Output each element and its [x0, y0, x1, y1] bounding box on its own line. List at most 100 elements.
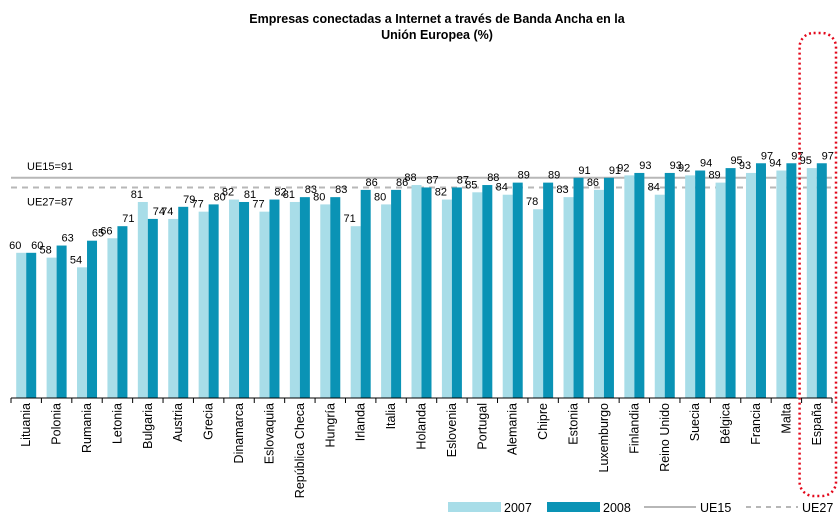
category-label-3: Rumania: [80, 403, 94, 453]
value-label-2007-2: 58: [39, 245, 51, 257]
value-label-2008-2: 63: [61, 233, 73, 245]
category-label-6: Austria: [171, 403, 185, 442]
value-label-2007-6: 74: [161, 206, 173, 218]
bar-2008-19: [573, 177, 584, 398]
bar-2008-21: [634, 172, 645, 398]
bar-2007-4: [107, 238, 118, 398]
value-label-2008-6: 79: [183, 194, 195, 206]
bar-2008-10: [299, 197, 310, 398]
value-label-2007-21: 92: [617, 162, 629, 174]
legend-label-2008: 2008: [603, 501, 631, 515]
value-label-2008-10: 83: [305, 184, 317, 196]
bar-2007-14: [411, 185, 422, 398]
value-label-2008-13: 86: [396, 177, 408, 189]
value-label-2007-15: 82: [435, 187, 447, 199]
legend: 2007 2008 UE15 UE27: [448, 501, 833, 515]
x-axis: Lituania Polonia Rumania Letonia Bulgaria Aus…: [10, 397, 833, 498]
bar-2008-20: [603, 177, 614, 398]
value-label-2007-23: 92: [678, 162, 690, 174]
value-label-2007-27: 95: [800, 155, 812, 167]
chart-title-line2: Unión Europea (%): [381, 28, 493, 42]
bar-2007-20: [593, 189, 604, 398]
bar-2008-6: [178, 206, 189, 398]
value-label-2008-8: 81: [244, 189, 256, 201]
bar-2008-27: [816, 163, 827, 398]
bar-2008-8: [239, 201, 250, 398]
bar-2007-16: [472, 192, 483, 398]
category-label-5: Bulgaria: [141, 403, 155, 449]
bar-2007-17: [502, 194, 513, 398]
ref-label-ue15: UE15=91: [27, 161, 73, 173]
value-label-2007-13: 80: [374, 191, 386, 203]
bar-2007-27: [806, 168, 817, 398]
value-label-2008-19: 91: [578, 165, 590, 177]
category-label-9: Eslovaquia: [262, 403, 276, 464]
category-label-17: Alemania: [506, 403, 520, 455]
bar-2007-1: [16, 252, 27, 398]
category-label-21: Finlandia: [627, 403, 641, 454]
category-label-20: Luxemburgo: [597, 403, 611, 473]
value-label-2007-1: 60: [9, 240, 21, 252]
value-label-2008-3: 65: [92, 228, 104, 240]
category-label-8: Dinamarca: [232, 403, 246, 463]
value-label-2008-23: 94: [700, 158, 712, 170]
bar-2008-5: [147, 218, 158, 398]
bar-2008-4: [117, 226, 128, 398]
bars: [16, 163, 827, 398]
category-label-1: Lituania: [19, 403, 33, 447]
value-label-2008-27: 97: [822, 150, 834, 162]
value-label-2007-11: 80: [313, 191, 325, 203]
value-label-2008-25: 97: [761, 150, 773, 162]
bar-2007-6: [168, 218, 179, 398]
value-label-2007-16: 85: [465, 179, 477, 191]
bar-2008-9: [269, 199, 280, 398]
legend-label-ue15: UE15: [700, 501, 731, 515]
legend-label-ue27: UE27: [802, 501, 833, 515]
chart-title-line1: Empresas conectadas a Internet a través …: [249, 12, 625, 26]
bar-2007-7: [198, 211, 209, 398]
value-label-2007-22: 84: [648, 182, 660, 194]
value-label-2007-20: 86: [587, 177, 599, 189]
category-label-24: Bélgica: [719, 403, 733, 444]
category-label-2: Polonia: [50, 403, 64, 445]
bar-2007-8: [229, 199, 240, 398]
bar-2008-16: [482, 185, 493, 398]
bar-2008-22: [664, 172, 675, 398]
value-label-2008-4: 71: [122, 213, 134, 225]
value-label-2008-12: 86: [366, 177, 378, 189]
category-label-4: Letonia: [110, 403, 124, 444]
value-label-2008-24: 95: [730, 155, 742, 167]
value-label-2007-7: 77: [192, 199, 204, 211]
category-label-18: Chipre: [536, 403, 550, 440]
value-label-2008-5: 74: [153, 206, 165, 218]
highlight-box: [798, 31, 838, 498]
bar-2008-25: [755, 163, 766, 398]
bar-2007-3: [77, 267, 88, 398]
bar-2008-13: [391, 189, 402, 398]
category-label-26: Malta: [779, 403, 793, 434]
bar-2007-2: [46, 257, 57, 398]
category-label-11: Hungría: [323, 403, 337, 448]
category-label-19: Estonia: [567, 403, 581, 445]
value-label-2007-14: 88: [404, 172, 416, 184]
highlight-espana: [798, 31, 838, 498]
bar-2007-26: [776, 170, 787, 398]
bar-2008-17: [512, 182, 523, 398]
bar-2007-25: [745, 172, 756, 398]
bar-2007-9: [259, 211, 270, 398]
value-label-2008-9: 82: [274, 187, 286, 199]
bar-2007-12: [350, 226, 361, 398]
bar-2008-26: [786, 163, 797, 398]
bar-2007-18: [533, 209, 544, 398]
category-label-12: Irlanda: [354, 403, 368, 441]
bar-2007-13: [381, 204, 392, 398]
value-label-2007-8: 82: [222, 187, 234, 199]
bar-2007-19: [563, 197, 574, 398]
category-label-15: Eslovenia: [445, 403, 459, 457]
value-label-2008-15: 87: [457, 174, 469, 186]
bar-2008-12: [360, 189, 371, 398]
value-label-2007-4: 66: [100, 225, 112, 237]
value-label-2008-1: 60: [31, 240, 43, 252]
value-label-2007-9: 77: [252, 199, 264, 211]
